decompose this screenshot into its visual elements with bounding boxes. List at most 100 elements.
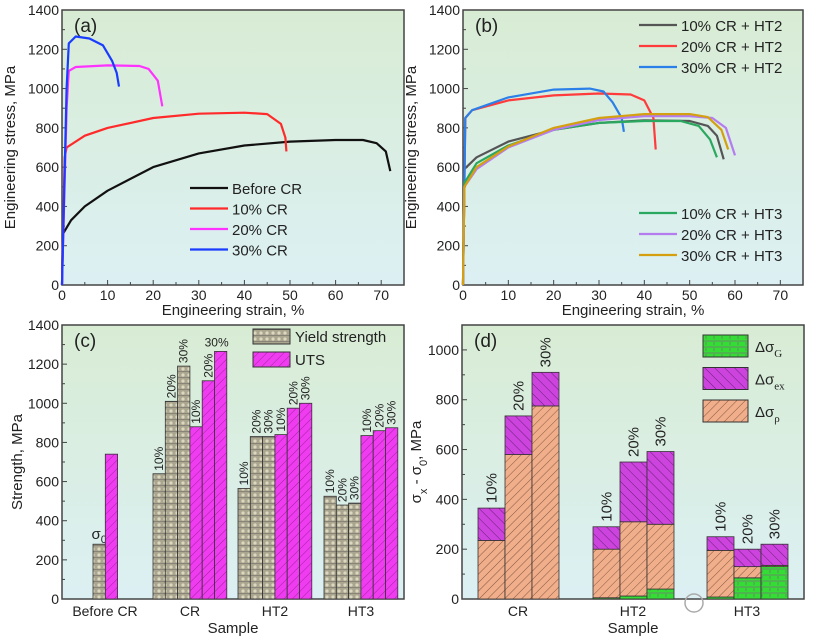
- bar-label: 30%: [385, 400, 399, 424]
- y-tick-label: 200: [437, 238, 461, 254]
- y-tick-label: 1000: [28, 395, 59, 411]
- bar-yield-strength: [323, 495, 337, 600]
- series-line: [461, 119, 718, 286]
- bar-label: 30%: [653, 417, 670, 447]
- y-tick-label: 600: [436, 442, 460, 458]
- panel-b: 0 200 400 600 800 1000 1200 1400 (b) 0 10 20 30 40 50 6…: [403, 2, 804, 319]
- x-axis-title: Engineering strain, %: [562, 302, 705, 319]
- x-tick-label: 20: [546, 287, 562, 303]
- legend-label: 20% CR: [232, 222, 288, 239]
- bar-label: 10%: [189, 399, 203, 423]
- legend-label: Yield strength: [295, 329, 386, 346]
- legend-label: 30% CR: [232, 243, 288, 260]
- legend-swatch: [702, 367, 749, 390]
- y-tick-label: 0: [51, 277, 59, 293]
- bar-segment: [646, 588, 675, 600]
- bar-uts: [274, 434, 288, 600]
- y-tick-label: 200: [36, 238, 60, 254]
- x-tick-label: 30: [591, 287, 607, 303]
- bar-label: 20%: [286, 381, 300, 405]
- bar-yield-strength: [262, 436, 276, 600]
- x-tick-label: HT2: [262, 603, 289, 619]
- y-tick-label: 1000: [429, 81, 460, 97]
- y-axis-title: σx - σ0, MPa: [408, 420, 430, 503]
- bar-label: 30%: [348, 476, 362, 500]
- bar-segment: [733, 577, 762, 600]
- x-tick-label: HT3: [348, 603, 375, 619]
- series-line: [60, 138, 392, 286]
- legend-swatch: [252, 328, 291, 345]
- legend-label: 30% CR + HT3: [681, 248, 782, 265]
- y-tick-label: 600: [437, 159, 461, 175]
- bar-segment: [706, 536, 735, 551]
- y-tick-label: 800: [437, 120, 461, 136]
- panel-a: 0 200 400 600 800 1000 1200 1400 (a) 0 10 20 30 40 50 6…: [2, 2, 405, 319]
- panel-label: (b): [475, 16, 498, 37]
- bar-segment: [619, 521, 648, 597]
- bar-segment: [646, 451, 675, 525]
- y-tick-label: 0: [452, 277, 460, 293]
- bar-segment: [646, 523, 675, 590]
- bar-label: 20%: [511, 381, 528, 411]
- bar-segment: [477, 507, 506, 541]
- bar-label: 10%: [152, 446, 166, 470]
- bar-label: 10%: [274, 407, 288, 431]
- y-tick-label: 200: [36, 552, 60, 568]
- bar-uts: [214, 351, 228, 600]
- x-tick-label: 60: [727, 287, 743, 303]
- bar-label: 20%: [372, 403, 386, 427]
- x-tick-label: 10: [501, 287, 517, 303]
- bar-label: 10%: [360, 408, 374, 432]
- bar-segment: [531, 405, 560, 600]
- y-axis-title: Engineering stress, MPa: [403, 65, 420, 229]
- legend-label: UTS: [295, 352, 325, 369]
- bar-label: 20%: [626, 427, 643, 457]
- bar-segment: [760, 566, 789, 600]
- x-tick-label: 30: [191, 287, 207, 303]
- bar-label: 10%: [484, 473, 501, 503]
- bar-label: 30%: [538, 337, 555, 367]
- x-tick-label: 60: [328, 287, 344, 303]
- y-tick-label: 400: [36, 513, 60, 529]
- y-axis-title: Engineering stress, MPa: [2, 65, 19, 229]
- legend-swatch: [252, 351, 291, 368]
- y-tick-label: 600: [36, 159, 60, 175]
- bar-label: 30%: [299, 376, 313, 400]
- panel-label: (d): [474, 331, 497, 352]
- y-tick-label: 0: [451, 591, 459, 607]
- bar-segment: [477, 540, 506, 600]
- bar-segment: [619, 595, 648, 600]
- y-tick-label: 1000: [428, 342, 459, 358]
- y-tick-label: 1200: [429, 41, 460, 57]
- y-tick-label: 1200: [28, 41, 59, 57]
- x-tick-label: 0: [459, 287, 467, 303]
- bar-yield-strength: [177, 365, 191, 600]
- bar-label: 10%: [323, 469, 337, 493]
- bar-segment: [504, 454, 533, 600]
- bar-segment: [760, 543, 789, 566]
- legend-label: 20% CR + HT2: [681, 39, 782, 56]
- x-tick-label: HT3: [734, 603, 761, 619]
- bar-segment: [504, 415, 533, 455]
- bar-segment: [592, 548, 621, 599]
- bar-segment: [733, 548, 762, 568]
- bar-yield-strength: [237, 488, 251, 600]
- bar-label: 10%: [237, 461, 251, 485]
- bar-label: 20%: [201, 353, 215, 377]
- y-tick-label: 1000: [28, 81, 59, 97]
- bar-label: 30%: [205, 335, 229, 349]
- bar-uts: [286, 407, 300, 600]
- series-line: [461, 112, 730, 286]
- x-tick-label: 40: [637, 287, 653, 303]
- bar-segment: [619, 461, 648, 523]
- legend-label: 10% CR: [232, 202, 288, 219]
- legend-label: 30% CR + HT2: [681, 60, 782, 77]
- y-tick-label: 200: [436, 541, 460, 557]
- x-tick-label: Before CR: [72, 603, 137, 619]
- x-tick-label: 70: [773, 287, 789, 303]
- legend-swatch: [702, 334, 749, 358]
- bar-label: 20%: [740, 514, 757, 544]
